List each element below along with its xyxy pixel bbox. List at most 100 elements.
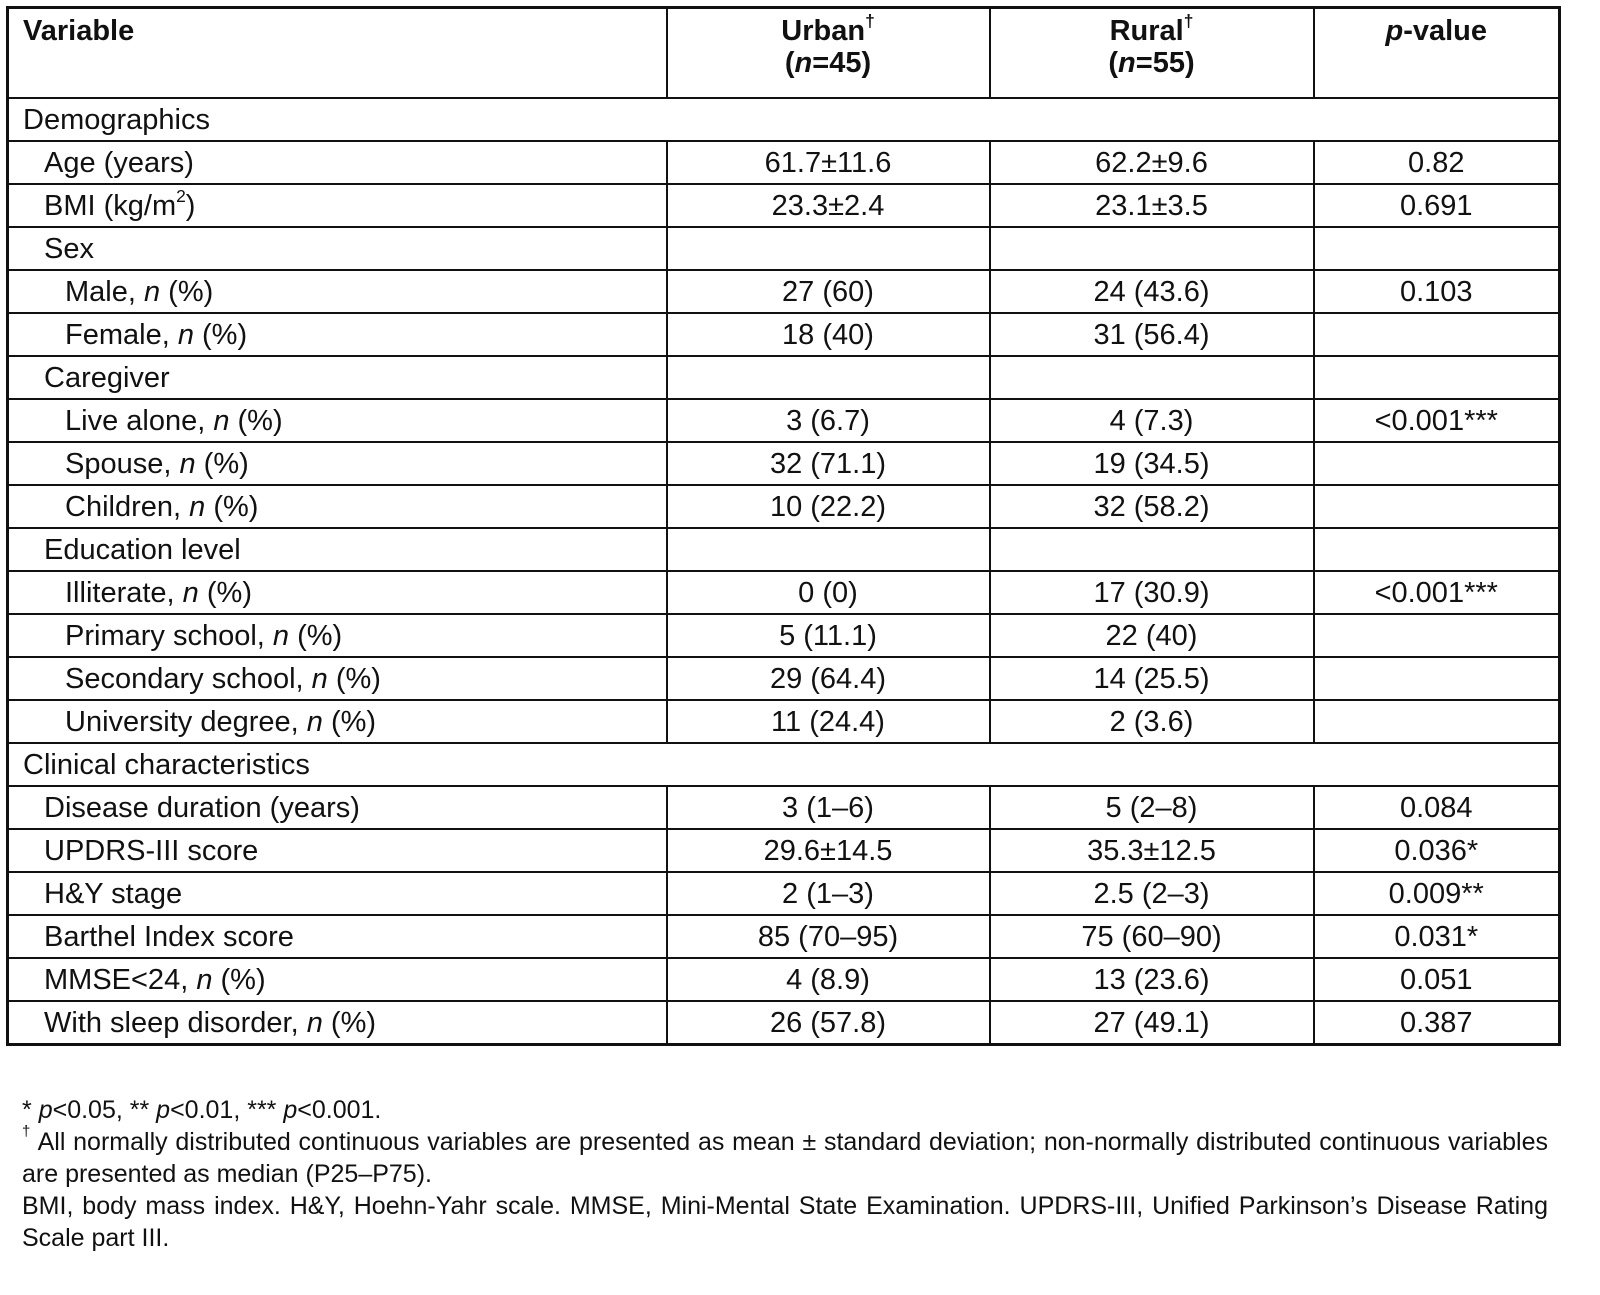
cell: 27 (60) bbox=[665, 269, 991, 314]
cell: 5 (2–8) bbox=[988, 785, 1315, 830]
cell: 5 (11.1) bbox=[665, 613, 991, 658]
cell bbox=[1312, 226, 1561, 271]
section-title: Clinical characteristics bbox=[6, 742, 1561, 787]
table-row: H&Y stage 2 (1–3) 2.5 (2–3) 0.009** bbox=[6, 871, 1561, 916]
footnote: * p<0.05, ** p<0.01, *** p<0.001. bbox=[22, 1096, 382, 1124]
header-cell: p-value bbox=[1312, 6, 1561, 99]
row-label: Children, n (%) bbox=[6, 484, 668, 529]
cell: <0.001*** bbox=[1312, 398, 1561, 443]
header-cell: Rural† (n=55) bbox=[988, 6, 1315, 99]
cell: 32 (71.1) bbox=[665, 441, 991, 486]
cell bbox=[1312, 312, 1561, 357]
cell: 0.009** bbox=[1312, 871, 1561, 916]
cell bbox=[1312, 656, 1561, 701]
row-label: Disease duration (years) bbox=[6, 785, 668, 830]
cell: 18 (40) bbox=[665, 312, 991, 357]
cell bbox=[1312, 441, 1561, 486]
row-label: With sleep disorder, n (%) bbox=[6, 1000, 668, 1046]
cell: 17 (30.9) bbox=[988, 570, 1315, 615]
cell: 85 (70–95) bbox=[665, 914, 991, 959]
cell: 19 (34.5) bbox=[988, 441, 1315, 486]
cell bbox=[1312, 355, 1561, 400]
table-row: With sleep disorder, n (%) 26 (57.8) 27 (4… bbox=[6, 1000, 1561, 1046]
row-label: MMSE<24, n (%) bbox=[6, 957, 668, 1002]
footnote: BMI, body mass index. H&Y, Hoehn-Yahr sc… bbox=[22, 1192, 1548, 1252]
row-label: H&Y stage bbox=[6, 871, 668, 916]
row-label: Female, n (%) bbox=[6, 312, 668, 357]
table-row: Spouse, n (%) 32 (71.1) 19 (34.5) bbox=[6, 441, 1561, 486]
cell: 4 (7.3) bbox=[988, 398, 1315, 443]
table-row: Barthel Index score 85 (70–95) 75 (60–90) 0… bbox=[6, 914, 1561, 959]
header-cell: Urban† (n=45) bbox=[665, 6, 991, 99]
cell bbox=[1312, 613, 1561, 658]
row-label: Caregiver bbox=[6, 355, 668, 400]
row-label: BMI (kg/m2) bbox=[6, 183, 668, 228]
table-row: BMI (kg/m2) 23.3±2.4 23.1±3.5 0.691 bbox=[6, 183, 1561, 228]
header-cell: Variable bbox=[6, 6, 668, 99]
row-label: Sex bbox=[6, 226, 668, 271]
row-label: University degree, n (%) bbox=[6, 699, 668, 744]
cell: 0.82 bbox=[1312, 140, 1561, 185]
table-row: Illiterate, n (%) 0 (0) 17 (30.9) <0.001*** bbox=[6, 570, 1561, 615]
cell: 35.3±12.5 bbox=[988, 828, 1315, 873]
cell bbox=[988, 355, 1315, 400]
cell bbox=[665, 355, 991, 400]
row-label: UPDRS-III score bbox=[6, 828, 668, 873]
row-label: Primary school, n (%) bbox=[6, 613, 668, 658]
column-n: (n=45) bbox=[784, 47, 872, 79]
cell: 4 (8.9) bbox=[665, 957, 991, 1002]
column-label: Rural† bbox=[1109, 11, 1194, 47]
cell: 0.031* bbox=[1312, 914, 1561, 959]
row-label: Age (years) bbox=[6, 140, 668, 185]
row-label: Education level bbox=[6, 527, 668, 572]
row-label: Live alone, n (%) bbox=[6, 398, 668, 443]
row-label: Barthel Index score bbox=[6, 914, 668, 959]
table-row: Disease duration (years) 3 (1–6) 5 (2–8) 0.… bbox=[6, 785, 1561, 830]
cell: 31 (56.4) bbox=[988, 312, 1315, 357]
row-label: Secondary school, n (%) bbox=[6, 656, 668, 701]
cell: 0.051 bbox=[1312, 957, 1561, 1002]
cell: 32 (58.2) bbox=[988, 484, 1315, 529]
row-label: Illiterate, n (%) bbox=[6, 570, 668, 615]
column-label: p-value bbox=[1385, 15, 1488, 47]
section-row: Clinical characteristics bbox=[6, 742, 1561, 787]
table-header: Variable Urban† (n=45) Rural† (n=55) p-value bbox=[6, 6, 1561, 99]
row-label: Male, n (%) bbox=[6, 269, 668, 314]
table-row: University degree, n (%) 11 (24.4) 2 (3.6) bbox=[6, 699, 1561, 744]
table-row: Secondary school, n (%) 29 (64.4) 14 (25.5… bbox=[6, 656, 1561, 701]
cell: 3 (6.7) bbox=[665, 398, 991, 443]
footnotes: * p<0.05, ** p<0.01, *** p<0.001. † All n… bbox=[22, 1094, 1548, 1254]
cell bbox=[665, 527, 991, 572]
cell bbox=[1312, 699, 1561, 744]
cell: 62.2±9.6 bbox=[988, 140, 1315, 185]
cell: 0 (0) bbox=[665, 570, 991, 615]
cell: 13 (23.6) bbox=[988, 957, 1315, 1002]
cell: 14 (25.5) bbox=[988, 656, 1315, 701]
cell: 3 (1–6) bbox=[665, 785, 991, 830]
cell bbox=[665, 226, 991, 271]
table-body: Demographics Age (years) 61.7±11.6 62.2±9.6… bbox=[6, 97, 1561, 1046]
cell: 2.5 (2–3) bbox=[988, 871, 1315, 916]
column-n: (n=55) bbox=[1108, 47, 1195, 79]
section-title: Demographics bbox=[6, 97, 1561, 142]
cell: 0.691 bbox=[1312, 183, 1561, 228]
cell: 0.084 bbox=[1312, 785, 1561, 830]
cell: 0.103 bbox=[1312, 269, 1561, 314]
table-row: Children, n (%) 10 (22.2) 32 (58.2) bbox=[6, 484, 1561, 529]
table-row: Primary school, n (%) 5 (11.1) 22 (40) bbox=[6, 613, 1561, 658]
cell: 2 (3.6) bbox=[988, 699, 1315, 744]
cell: 11 (24.4) bbox=[665, 699, 991, 744]
cell: 29 (64.4) bbox=[665, 656, 991, 701]
cell: 0.036* bbox=[1312, 828, 1561, 873]
table-row: MMSE<24, n (%) 4 (8.9) 13 (23.6) 0.051 bbox=[6, 957, 1561, 1002]
cell: 24 (43.6) bbox=[988, 269, 1315, 314]
header-row: Variable Urban† (n=45) Rural† (n=55) p-value bbox=[6, 6, 1561, 99]
cell: 22 (40) bbox=[988, 613, 1315, 658]
cell: 2 (1–3) bbox=[665, 871, 991, 916]
footnote: † All normally distributed continuous va… bbox=[22, 1123, 1548, 1188]
table-row: Live alone, n (%) 3 (6.7) 4 (7.3) <0.001*** bbox=[6, 398, 1561, 443]
table-row: UPDRS-III score 29.6±14.5 35.3±12.5 0.036* bbox=[6, 828, 1561, 873]
cell: 27 (49.1) bbox=[988, 1000, 1315, 1046]
table-row: Caregiver bbox=[6, 355, 1561, 400]
